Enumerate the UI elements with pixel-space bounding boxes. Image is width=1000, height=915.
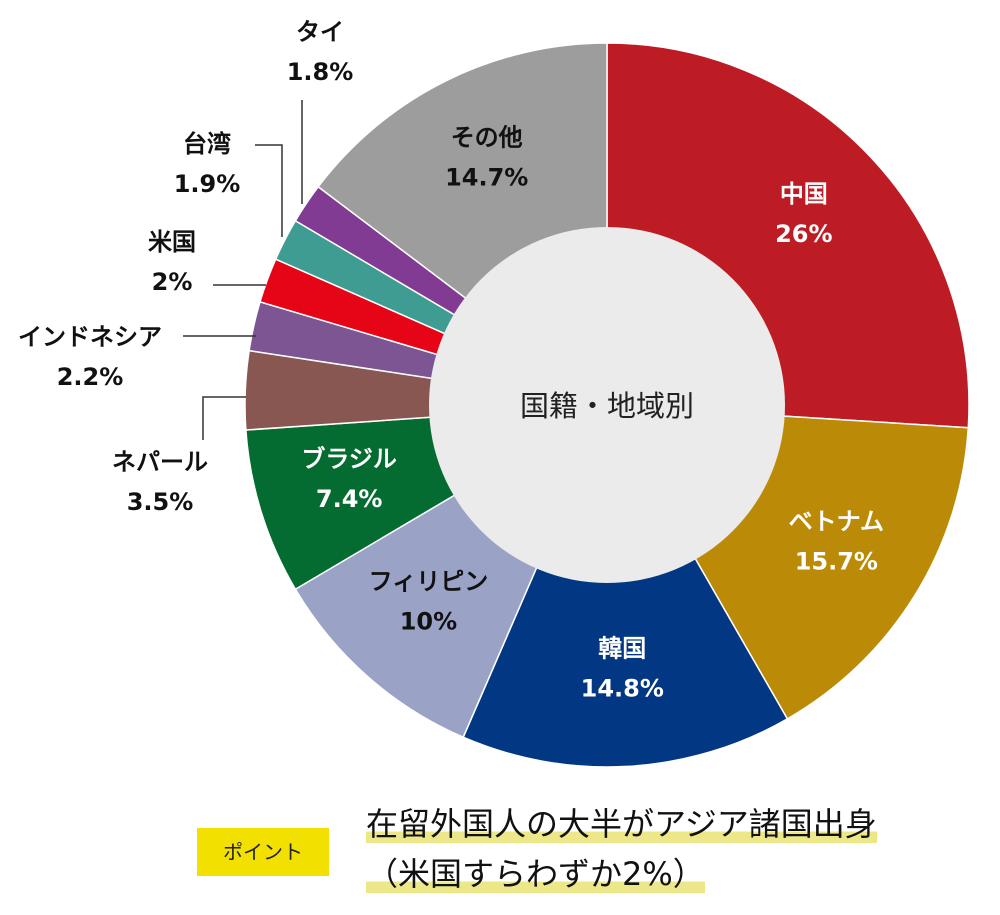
slice-name-label-2: 韓国 xyxy=(598,635,646,663)
slice-name-label-8: 台湾 xyxy=(183,130,231,158)
slice-name-label-1: ベトナム xyxy=(789,508,884,536)
leader-lines-group xyxy=(183,100,303,440)
headline-line-2: （米国すらわずか2%） xyxy=(366,855,705,893)
slice-value-label-4: 7.4% xyxy=(316,485,383,513)
leader-line-5 xyxy=(202,396,246,440)
slice-name-label-5: ネパール xyxy=(112,448,208,476)
slices-group xyxy=(244,42,970,768)
slice-name-label-10: その他 xyxy=(451,123,523,151)
donut-chart: 国籍・地域別 中国 26% ベトナム 15.7% 韓国 14.8% フィリピン 10% ブラジル… xyxy=(18,18,970,768)
slice-name-label-4: ブラジル xyxy=(301,445,397,473)
slice-2 xyxy=(462,403,789,768)
center-label: 国籍・地域別 xyxy=(520,389,694,423)
slice-name-label-9: タイ xyxy=(296,18,344,46)
labels-group: 中国 26% ベトナム 15.7% 韓国 14.8% フィリピン 10% ブラジル 7.4% ネパー… xyxy=(18,18,884,703)
slice-value-label-5: 3.5% xyxy=(127,488,194,516)
slice-name-label-0: 中国 xyxy=(780,180,828,208)
slice-name-label-3: フィリピン xyxy=(369,568,489,596)
donut-hole xyxy=(429,227,785,583)
slice-value-label-2: 14.8% xyxy=(581,675,664,703)
slice-value-label-10: 14.7% xyxy=(445,163,528,191)
slice-value-label-0: 26% xyxy=(775,220,832,248)
point-badge: ポイント xyxy=(197,828,329,876)
slice-name-label-7: 米国 xyxy=(148,228,196,256)
slice-value-label-6: 2.2% xyxy=(57,363,124,391)
slice-value-label-8: 1.9% xyxy=(174,170,241,198)
leader-line-8 xyxy=(255,144,283,237)
slice-value-label-1: 15.7% xyxy=(795,548,878,576)
slice-name-label-6: インドネシア xyxy=(18,323,162,351)
headline-line-1: 在留外国人の大半がアジア諸国出身 xyxy=(366,805,877,843)
slice-value-label-3: 10% xyxy=(400,608,457,636)
slice-value-label-9: 1.8% xyxy=(287,58,354,86)
slice-value-label-7: 2% xyxy=(152,268,193,296)
